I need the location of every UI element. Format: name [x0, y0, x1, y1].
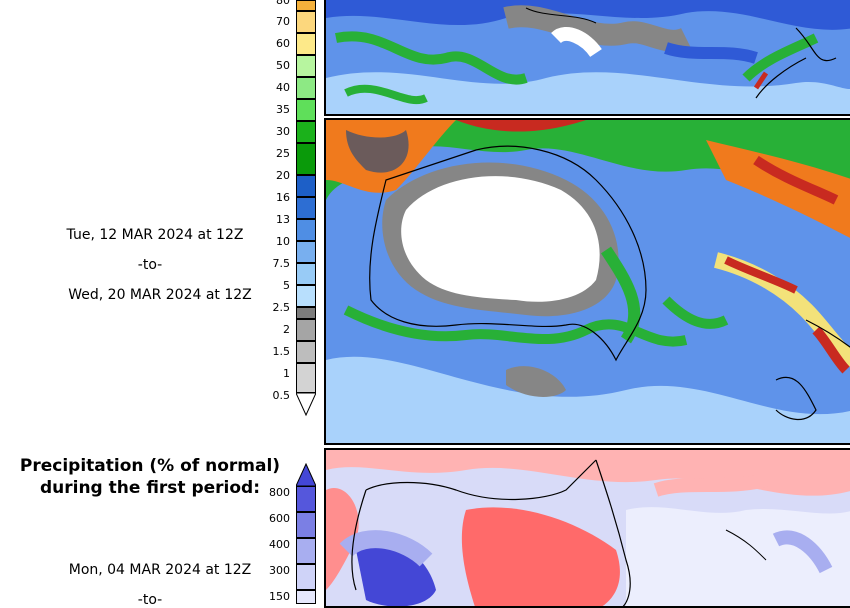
period-to: -to- [137, 257, 163, 273]
legend-tick: 70 [276, 15, 290, 28]
legend-swatch-20 [296, 175, 316, 197]
legend-tick: 40 [276, 81, 290, 94]
pct-period-start: Mon, 04 MAR 2024 at 12Z [68, 562, 252, 578]
legend-swatch-60 [296, 33, 316, 55]
legend-swatch-7-5 [296, 263, 316, 285]
map-main-image [326, 120, 850, 443]
legend-swatch-1 [296, 363, 316, 393]
legend-tick: 35 [276, 103, 290, 116]
map-top-image [326, 0, 850, 114]
legend-swatch-16 [296, 197, 316, 219]
legend-swatch-10 [296, 241, 316, 263]
legend-tick: 25 [276, 147, 290, 160]
map-pct-normal-image [326, 450, 850, 606]
legend-tick: 1 [283, 367, 290, 380]
legend-swatch-70 [296, 11, 316, 33]
legend-swatch-5 [296, 285, 316, 307]
period-end: Wed, 20 MAR 2024 at 12Z [68, 287, 252, 303]
legend-swatch-50 [296, 55, 316, 77]
legend-tick: 30 [276, 125, 290, 138]
legend-swatch-13 [296, 219, 316, 241]
legend-tick: 2 [283, 323, 290, 336]
legend-tick: 50 [276, 59, 290, 72]
legend-tick: 13 [276, 213, 290, 226]
map-panel-pct-normal [324, 448, 850, 608]
legend-tick: 20 [276, 169, 290, 182]
pct-legend-tick: 400 [269, 538, 290, 551]
legend-tick: 7.5 [272, 257, 291, 270]
legend-arrow-down [296, 393, 316, 417]
legend-tick: 80 [276, 0, 290, 7]
legend-swatch-25 [296, 143, 316, 175]
pct-swatch-600 [296, 512, 316, 538]
legend-tick: 16 [276, 191, 290, 204]
legend-tick: 1.5 [272, 345, 291, 358]
legend-tick: 60 [276, 37, 290, 50]
legend-swatch-30 [296, 121, 316, 143]
legend-tick: 5 [283, 279, 290, 292]
legend-swatch-2-5 [296, 307, 316, 319]
pct-swatch-300 [296, 564, 316, 590]
legend-tick: 2.5 [272, 301, 291, 314]
map-panel-top [324, 0, 850, 116]
legend-tick: 10 [276, 235, 290, 248]
pct-swatch-800 [296, 486, 316, 512]
map-panel-main [324, 118, 850, 445]
legend-tick: 0.5 [272, 389, 291, 402]
period-start: Tue, 12 MAR 2024 at 12Z [66, 227, 244, 243]
legend-swatch-40 [296, 77, 316, 99]
pct-legend-arrow-up [296, 463, 316, 487]
pct-normal-title-line1: Precipitation (% of normal) [19, 456, 281, 476]
pct-swatch-150 [296, 590, 316, 604]
pct-normal-title-line2: during the first period: [39, 478, 261, 498]
legend-swatch-1-5 [296, 341, 316, 363]
pct-legend-tick: 800 [269, 486, 290, 499]
legend-swatch-35 [296, 99, 316, 121]
legend-swatch-2 [296, 319, 316, 341]
pct-legend-tick: 300 [269, 564, 290, 577]
pct-legend-tick: 600 [269, 512, 290, 525]
legend-swatch-80 [296, 0, 316, 11]
pct-swatch-400 [296, 538, 316, 564]
pct-period-to: -to- [137, 592, 163, 608]
